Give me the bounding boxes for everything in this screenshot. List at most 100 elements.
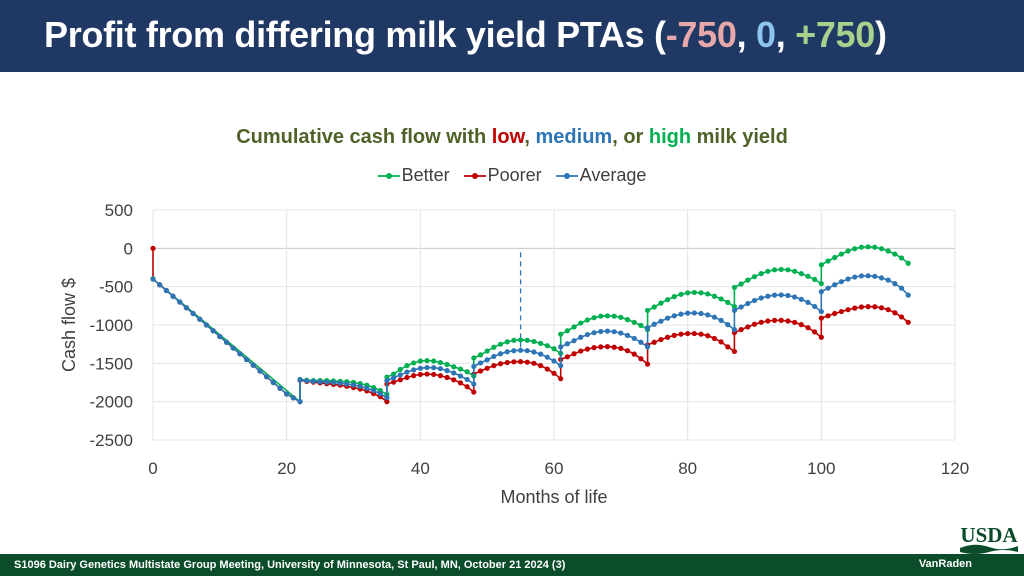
data-point-better bbox=[644, 307, 651, 314]
x-tick-label: 0 bbox=[148, 459, 157, 478]
data-point-average bbox=[665, 315, 671, 321]
data-point-better bbox=[865, 244, 871, 250]
data-point-average bbox=[731, 327, 738, 333]
data-point-poorer bbox=[531, 360, 537, 366]
data-point-better bbox=[551, 346, 557, 352]
data-point-poorer bbox=[725, 344, 731, 350]
data-point-poorer bbox=[317, 380, 323, 386]
data-point-average bbox=[411, 367, 417, 373]
svg-text:USDA: USDA bbox=[960, 523, 1018, 547]
data-point-better bbox=[544, 343, 550, 349]
data-point-poorer bbox=[471, 389, 477, 395]
data-point-poorer bbox=[591, 345, 597, 351]
data-point-average bbox=[170, 293, 176, 299]
data-point-average bbox=[792, 294, 798, 300]
data-point-better bbox=[898, 255, 905, 261]
data-point-poorer bbox=[558, 356, 564, 363]
data-point-better bbox=[324, 377, 330, 384]
data-point-poorer bbox=[237, 351, 243, 357]
data-point-poorer bbox=[431, 371, 437, 378]
data-point-average bbox=[491, 353, 497, 360]
chart-title-low: low bbox=[491, 126, 525, 148]
data-point-average bbox=[230, 345, 236, 351]
y-tick-label: 0 bbox=[124, 239, 133, 258]
data-point-poorer bbox=[290, 395, 296, 401]
data-point-poorer bbox=[845, 307, 851, 313]
data-point-poorer bbox=[558, 376, 564, 382]
data-point-poorer bbox=[517, 359, 524, 365]
data-point-poorer bbox=[257, 368, 263, 374]
data-point-average bbox=[638, 339, 644, 345]
data-point-better bbox=[905, 260, 911, 266]
x-tick-label: 40 bbox=[411, 459, 430, 478]
data-point-average bbox=[290, 395, 296, 401]
data-point-poorer bbox=[711, 335, 718, 342]
data-point-better bbox=[745, 277, 751, 283]
data-point-better bbox=[451, 364, 457, 370]
chart-title-part2: milk yield bbox=[691, 126, 788, 148]
data-point-better bbox=[685, 290, 691, 296]
data-point-better bbox=[812, 276, 818, 282]
data-point-average bbox=[591, 330, 597, 336]
data-point-poorer bbox=[885, 307, 891, 313]
data-point-poorer bbox=[651, 339, 657, 345]
data-point-better bbox=[878, 246, 885, 252]
data-point-better bbox=[778, 266, 784, 273]
data-point-better bbox=[725, 299, 731, 305]
data-point-average bbox=[611, 329, 617, 335]
data-point-average bbox=[604, 328, 611, 334]
data-point-poorer bbox=[411, 373, 417, 379]
data-point-average bbox=[644, 344, 651, 350]
data-point-better bbox=[437, 359, 443, 366]
data-point-average bbox=[497, 351, 504, 357]
data-point-poorer bbox=[337, 382, 343, 388]
chart-title-sep1: , bbox=[524, 126, 536, 148]
data-point-poorer bbox=[564, 354, 570, 360]
data-point-average bbox=[237, 351, 243, 357]
data-point-better bbox=[731, 284, 738, 291]
data-point-average bbox=[357, 383, 363, 389]
data-point-poorer bbox=[638, 356, 644, 362]
data-point-better bbox=[391, 371, 397, 377]
x-tick-label: 80 bbox=[678, 459, 697, 478]
data-point-better bbox=[598, 313, 604, 319]
data-point-poorer bbox=[631, 351, 637, 357]
data-point-better bbox=[765, 268, 771, 274]
data-point-better bbox=[818, 262, 824, 268]
data-point-poorer bbox=[698, 331, 704, 337]
data-point-average bbox=[217, 333, 223, 340]
data-point-better bbox=[504, 339, 510, 345]
data-point-poorer bbox=[544, 366, 550, 372]
chart-title: Cumulative cash flow with low, medium, o… bbox=[0, 126, 1024, 149]
data-point-poorer bbox=[183, 305, 190, 311]
data-point-average bbox=[270, 379, 276, 386]
data-point-average bbox=[511, 348, 517, 354]
data-point-average bbox=[197, 316, 203, 322]
data-point-average bbox=[631, 335, 637, 342]
data-point-better bbox=[845, 248, 851, 254]
data-point-average bbox=[564, 341, 570, 347]
data-point-poorer bbox=[611, 344, 617, 350]
data-point-poorer bbox=[905, 319, 911, 325]
data-point-average bbox=[190, 310, 196, 317]
data-point-better bbox=[364, 382, 370, 388]
data-point-average bbox=[517, 347, 524, 353]
series-line-poorer bbox=[152, 248, 909, 404]
data-point-better bbox=[337, 378, 343, 384]
data-point-poorer bbox=[310, 379, 316, 385]
data-point-average bbox=[771, 292, 778, 298]
data-point-poorer bbox=[665, 334, 671, 340]
footer-bar: S1096 Dairy Genetics Multistate Group Me… bbox=[0, 554, 1024, 576]
data-point-average bbox=[898, 285, 905, 291]
data-point-better bbox=[357, 381, 363, 387]
data-point-average bbox=[805, 299, 811, 305]
data-point-poorer bbox=[738, 327, 744, 333]
data-point-average bbox=[852, 274, 858, 280]
data-point-better bbox=[497, 341, 504, 347]
data-point-average bbox=[624, 332, 631, 338]
data-point-poorer bbox=[778, 317, 784, 323]
data-point-better bbox=[310, 377, 316, 384]
data-point-average bbox=[477, 360, 484, 366]
title-medium-value: 0 bbox=[755, 14, 776, 55]
